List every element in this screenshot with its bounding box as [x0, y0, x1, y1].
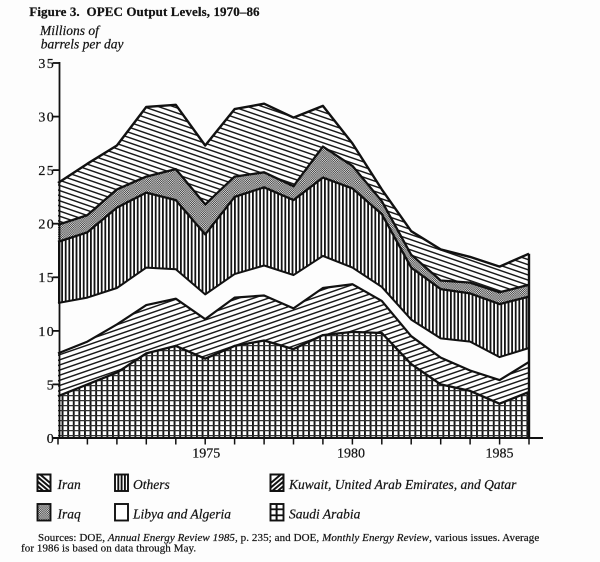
- svg-text:Iran: Iran: [57, 477, 81, 492]
- svg-text:20: 20: [38, 218, 55, 233]
- svg-text:30: 30: [38, 111, 55, 126]
- svg-text:1975: 1975: [192, 447, 220, 462]
- svg-text:10: 10: [38, 325, 55, 340]
- svg-text:1985: 1985: [486, 447, 514, 462]
- svg-text:Others: Others: [133, 477, 170, 492]
- svg-text:Millions of: Millions of: [39, 23, 101, 38]
- svg-text:1980: 1980: [337, 447, 365, 462]
- svg-text:0: 0: [47, 432, 55, 447]
- svg-text:25: 25: [38, 164, 55, 179]
- svg-text:Libya and Algeria: Libya and Algeria: [132, 507, 231, 522]
- svg-text:15: 15: [38, 271, 55, 286]
- svg-text:Figure 3. OPEC Output Levels,: Figure 3. OPEC Output Levels, 1970–86: [29, 4, 260, 19]
- svg-text:5: 5: [47, 378, 55, 393]
- svg-text:Iraq: Iraq: [57, 507, 81, 522]
- svg-text:for 1986 is based on data thro: for 1986 is based on data through May.: [21, 543, 196, 555]
- svg-text:Kuwait, United Arab Emirates,: Kuwait, United Arab Emirates, and Qatar: [288, 477, 517, 492]
- svg-text:35: 35: [38, 57, 55, 72]
- svg-text:Saudi Arabia: Saudi Arabia: [289, 507, 361, 522]
- svg-text:Sources: DOE, Annual Energy Re: Sources: DOE, Annual Energy Review 1985,…: [38, 532, 539, 544]
- svg-text:barrels per day: barrels per day: [41, 36, 124, 51]
